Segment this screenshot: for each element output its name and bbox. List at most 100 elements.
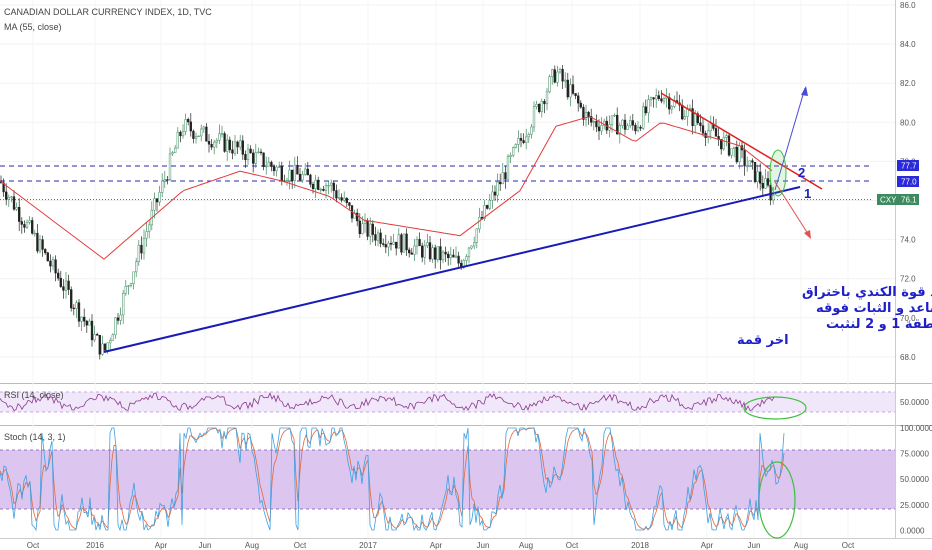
candle-body [194,136,198,139]
candle-body [90,320,94,341]
price-pane[interactable] [0,0,895,383]
candle-body [488,199,491,209]
stoch-k-line[interactable] [0,427,785,532]
zone-label-2: 2 [798,165,805,180]
candle-body [405,233,408,251]
candle-body [634,124,637,132]
last-price-tag-bg [877,194,919,205]
candle-body [642,106,645,129]
candle-body [439,246,442,261]
candle-body [148,224,151,232]
candle-body [374,234,377,241]
projection-up-arrow[interactable] [774,87,806,191]
candle-body [319,188,322,191]
time-axis[interactable]: Oct 2016 Apr Jun Aug Oct 2017 Apr Jun Aug Oct 2018 A… [27,541,855,550]
candle-body [337,197,341,199]
candle-body [465,256,468,261]
candle-body [343,197,346,201]
candle-body [397,234,400,249]
candle-body [730,148,733,156]
candle-body [644,106,647,114]
candle-body [246,148,250,161]
projection-down-arrow[interactable] [774,181,811,238]
candle-body [395,241,398,249]
candle-body [384,244,387,248]
candle-body [410,252,413,255]
candle-body [327,184,330,187]
stoch-tick: 25.0000 [900,501,929,510]
rsi-line[interactable] [0,392,775,412]
ma-55-line[interactable] [0,116,773,260]
rsi-axis[interactable]: 50.0000 [900,398,929,407]
candle-body [379,232,382,244]
candle-body [12,196,16,210]
time-tick: Oct [566,541,579,550]
price-tick: 82.0 [900,79,916,88]
candle-body [317,179,320,190]
candle-body [722,137,725,150]
candle-body [135,261,138,273]
candle-body [725,135,728,138]
candle-body [421,245,424,258]
candle-body [402,233,406,253]
annotation-line-2: الترند الصاعد و الثبات فوقه [816,301,932,316]
candle-body [714,128,718,137]
candle-body [272,166,276,172]
candle-body [454,255,458,258]
candle-body [387,242,390,248]
candle-body [449,254,452,259]
candlestick-series[interactable] [0,65,775,360]
highlight-ellipse-rsi[interactable] [743,396,807,420]
price-tick: 70.0 [900,314,916,323]
candle-body [748,160,751,167]
candle-body [647,99,650,114]
candle-body [613,114,616,117]
candle-body [25,222,29,228]
candle-body [408,249,411,254]
candle-body [501,172,504,185]
candle-body [577,95,580,104]
candle-body [470,245,473,249]
downtrend-line[interactable] [660,92,823,190]
candle-body [153,198,156,211]
candle-body [631,120,634,126]
rsi-tick: 50.0000 [900,398,929,407]
candle-body [558,68,562,73]
candle-body [122,292,125,316]
candle-body [701,125,705,134]
candle-body [540,100,543,112]
candle-body [330,182,333,186]
candle-body [392,241,395,245]
candle-body [215,140,218,143]
candle-body [322,188,325,191]
candle-body [670,106,673,110]
uptrend-line[interactable] [103,186,801,353]
candle-body [2,182,5,193]
candle-body [296,164,299,175]
stoch-axis[interactable]: 100.0000 75.0000 50.0000 25.0000 0.0000 [900,424,932,535]
candle-body [20,221,23,225]
candle-body [423,245,426,258]
price-tag-77-7-bg [897,160,919,171]
highlight-ellipse-price[interactable] [769,149,787,197]
arrow-head-up [801,86,808,96]
candle-body [478,216,481,230]
candle-body [33,232,36,235]
candle-body [418,239,421,247]
price-tick: 86.0 [900,1,916,10]
stoch-tick: 50.0000 [900,475,929,484]
candle-body [493,191,497,196]
candle-body [657,95,660,99]
candle-body [738,145,741,163]
candle-body [413,245,416,255]
candle-body [145,231,148,239]
candle-body [98,335,101,355]
stoch-d-line[interactable] [0,427,785,530]
candle-body [197,135,200,137]
candle-body [179,131,182,137]
candle-body [244,154,247,161]
candle-body [301,174,304,181]
price-tick: 74.0 [900,236,916,245]
candle-body [496,181,499,196]
